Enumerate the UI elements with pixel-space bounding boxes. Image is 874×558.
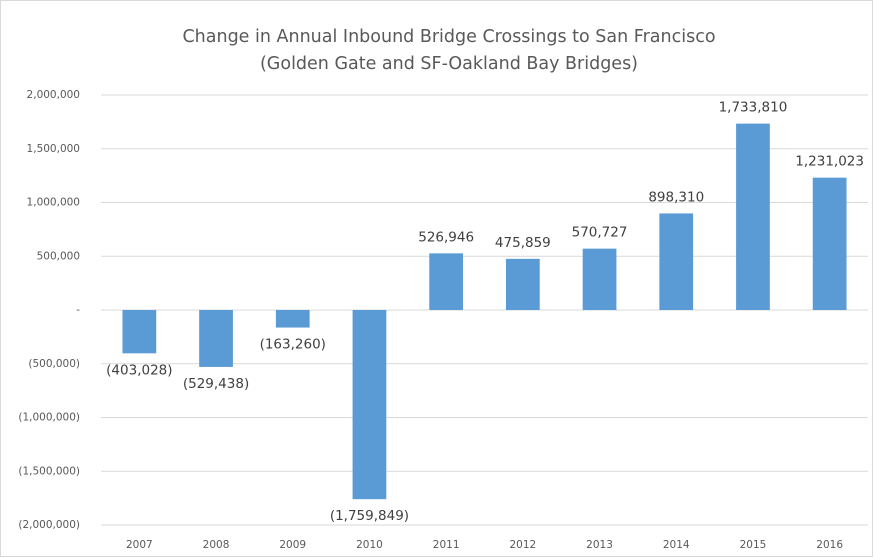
bar bbox=[429, 253, 464, 310]
data-label: 898,310 bbox=[648, 189, 704, 205]
bar bbox=[505, 258, 540, 310]
bar bbox=[352, 310, 387, 500]
data-label: 1,231,023 bbox=[795, 154, 864, 170]
bar bbox=[199, 310, 233, 367]
data-label: (529,438) bbox=[183, 376, 249, 392]
bar bbox=[659, 213, 694, 310]
y-tick-label: (2,000,000) bbox=[18, 519, 80, 531]
y-tick-label: (1,500,000) bbox=[18, 465, 80, 477]
y-tick-label: (1,000,000) bbox=[18, 412, 80, 424]
data-label: (403,028) bbox=[106, 362, 172, 378]
y-tick-label: 1,000,000 bbox=[27, 197, 80, 209]
bar bbox=[812, 177, 847, 310]
x-tick-label: 2014 bbox=[663, 539, 690, 551]
y-tick-label: 500,000 bbox=[37, 250, 80, 262]
data-label: 570,727 bbox=[572, 225, 628, 241]
data-label: (1,759,849) bbox=[330, 508, 409, 524]
x-tick-label: 2008 bbox=[203, 539, 230, 551]
x-tick-label: 2013 bbox=[586, 539, 613, 551]
x-tick-label: 2012 bbox=[509, 539, 536, 551]
bar bbox=[736, 123, 770, 311]
data-label: 475,859 bbox=[495, 235, 551, 251]
data-label: 1,733,810 bbox=[719, 100, 788, 116]
y-tick-label: 2,000,000 bbox=[27, 89, 80, 101]
chart-subtitle: (Golden Gate and SF-Oakland Bay Bridges) bbox=[260, 54, 638, 74]
x-tick-label: 2009 bbox=[279, 539, 306, 551]
y-tick-label: (500,000) bbox=[28, 358, 80, 370]
data-label: (163,260) bbox=[260, 337, 326, 353]
data-label: 526,946 bbox=[418, 229, 474, 245]
x-tick-label: 2016 bbox=[816, 539, 843, 551]
chart-title: Change in Annual Inbound Bridge Crossing… bbox=[182, 27, 715, 47]
x-tick-label: 2010 bbox=[356, 539, 383, 551]
bar bbox=[275, 310, 310, 328]
bar bbox=[582, 248, 617, 310]
x-tick-label: 2015 bbox=[740, 539, 767, 551]
x-tick-label: 2011 bbox=[433, 539, 460, 551]
y-tick-label: - bbox=[76, 304, 80, 316]
x-tick-label: 2007 bbox=[126, 539, 153, 551]
bar bbox=[122, 310, 157, 354]
y-tick-label: 1,500,000 bbox=[27, 143, 80, 155]
